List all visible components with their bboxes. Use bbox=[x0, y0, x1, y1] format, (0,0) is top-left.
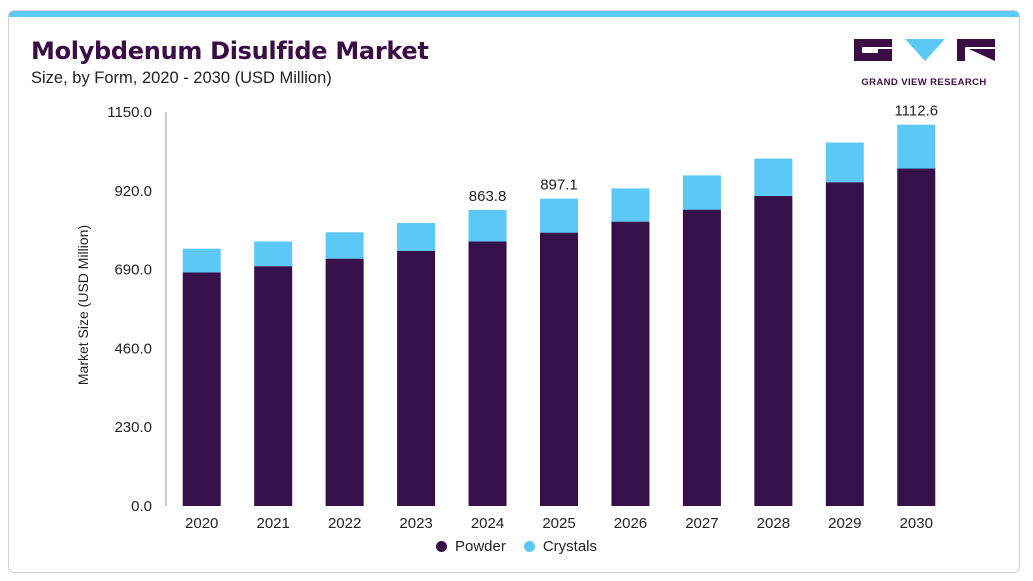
x-tick-label: 2021 bbox=[256, 515, 289, 532]
y-tick-label: 0.0 bbox=[131, 498, 152, 515]
x-tick-label: 2027 bbox=[685, 515, 718, 532]
legend-item-crystals: Crystals bbox=[523, 538, 598, 555]
bar-powder-2030 bbox=[897, 168, 936, 506]
x-tick-label: 2030 bbox=[900, 515, 933, 532]
bar-powder-2022 bbox=[325, 258, 364, 506]
y-tick-label: 460.0 bbox=[114, 340, 152, 357]
data-label-2025: 897.1 bbox=[540, 177, 578, 194]
chart-title: Molybdenum Disulfide Market bbox=[31, 37, 429, 65]
data-label-2030: 1112.6 bbox=[894, 103, 938, 120]
bar-powder-2020 bbox=[182, 272, 221, 506]
bar-powder-2029 bbox=[825, 182, 864, 506]
chart-subtitle: Size, by Form, 2020 - 2030 (USD Million) bbox=[31, 69, 332, 87]
x-tick-label: 2029 bbox=[828, 515, 861, 532]
bar-crystals-2021 bbox=[254, 241, 293, 267]
x-tick-label: 2020 bbox=[185, 515, 218, 532]
legend-swatch bbox=[435, 541, 447, 552]
legend-label: Crystals bbox=[542, 538, 598, 555]
y-axis-title: Market Size (USD Million) bbox=[75, 225, 91, 385]
chart-legend: Powder Crystals bbox=[0, 538, 1033, 556]
data-label-2024: 863.8 bbox=[469, 188, 507, 205]
bar-crystals-2024 bbox=[468, 209, 507, 242]
x-tick-label: 2026 bbox=[614, 515, 647, 532]
bar-crystals-2025 bbox=[540, 198, 578, 233]
accent-bar bbox=[9, 11, 1019, 17]
bar-powder-2021 bbox=[254, 266, 293, 506]
legend-label: Powder bbox=[454, 538, 506, 555]
gvr-logo-icon bbox=[854, 39, 995, 61]
legend-swatch bbox=[523, 541, 535, 552]
bar-crystals-2026 bbox=[611, 188, 650, 222]
gvr-logo: GRAND VIEW RESEARCH bbox=[849, 37, 999, 89]
x-tick-label: 2024 bbox=[471, 515, 504, 532]
y-tick-label: 230.0 bbox=[114, 419, 152, 436]
x-tick-label: 2025 bbox=[542, 515, 575, 532]
x-tick-label: 2028 bbox=[757, 515, 790, 532]
legend-item-powder: Powder bbox=[435, 538, 506, 555]
y-tick-label: 1150.0 bbox=[107, 104, 152, 121]
y-tick-label: 920.0 bbox=[114, 183, 152, 200]
bar-powder-2024 bbox=[468, 241, 507, 506]
bar-powder-2027 bbox=[682, 209, 721, 506]
gvr-logo-text: GRAND VIEW RESEARCH bbox=[861, 77, 987, 88]
y-tick-label: 690.0 bbox=[114, 262, 152, 279]
bar-powder-2028 bbox=[754, 195, 793, 506]
bar-crystals-2020 bbox=[182, 248, 221, 273]
bar-crystals-2023 bbox=[397, 223, 436, 251]
x-tick-label: 2022 bbox=[328, 515, 361, 532]
bar-powder-2023 bbox=[397, 250, 436, 506]
bar-powder-2025 bbox=[540, 232, 578, 506]
bar-crystals-2030 bbox=[897, 124, 936, 169]
x-tick-label: 2023 bbox=[399, 515, 432, 532]
bar-crystals-2027 bbox=[682, 175, 721, 210]
bar-crystals-2028 bbox=[754, 158, 793, 196]
bar-crystals-2029 bbox=[825, 142, 864, 183]
bar-crystals-2022 bbox=[325, 232, 364, 259]
bar-powder-2026 bbox=[611, 221, 650, 507]
